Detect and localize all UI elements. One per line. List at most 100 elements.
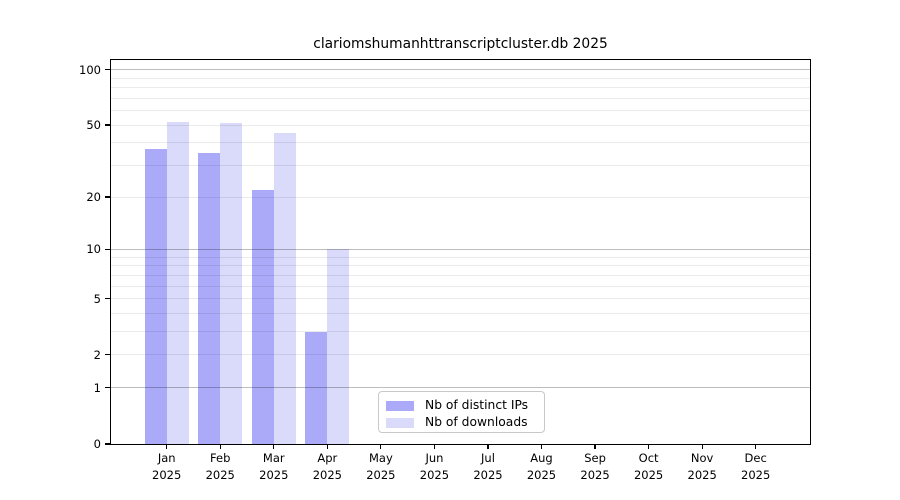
x-label-month: Jan [157,451,176,465]
x-axis-tick-nov [701,444,703,449]
x-axis-tick-label-jun: Jun 2025 [404,450,464,483]
gridline-minor-8 [111,265,810,267]
x-label-month: Oct [638,451,659,465]
y-axis-tick-label: 0 [93,437,101,451]
gridline-minor-6 [111,285,810,287]
legend-label-distinct-ips: Nb of distinct IPs [425,398,529,412]
x-axis-tick-jun [433,444,435,449]
gridline-major-10 [111,248,810,250]
bar-nb-of-distinct-ips-feb [198,153,221,444]
x-label-month: Jun [425,451,444,465]
gridline-minor-20 [111,196,810,198]
x-label-year: 2025 [526,467,557,482]
y-axis-tick-20 [105,196,110,198]
x-label-month: Sep [584,451,606,465]
x-label-month: Apr [317,451,338,465]
x-label-year: 2025 [366,467,396,482]
legend-item-downloads: Nb of downloads [386,414,536,431]
gridline-minor-3 [111,331,810,333]
y-axis-tick-1 [105,387,110,389]
x-axis-tick-feb [219,444,221,449]
y-axis-tick-label: 100 [79,62,101,77]
x-axis-tick-dec [755,444,757,449]
x-axis-tick-oct [648,444,650,449]
x-label-year: 2025 [419,467,450,482]
gridline-minor-9 [111,256,810,258]
y-axis-tick-label: 5 [93,291,101,306]
gridline-minor-60 [111,110,810,111]
x-axis-tick-label-aug: Aug 2025 [512,450,572,483]
x-axis-tick-label-mar: Mar 2025 [244,450,304,483]
bar-nb-of-distinct-ips-apr [305,331,328,444]
legend-swatch-distinct-ips [386,400,414,411]
x-axis-tick-label-nov: Nov 2025 [672,450,732,483]
x-axis-tick-label-jul: Jul 2025 [458,450,518,483]
legend-item-distinct-ips: Nb of distinct IPs [386,397,536,414]
x-axis-tick-jan [166,444,168,449]
x-axis-tick-label-jan: Jan 2025 [137,450,197,483]
x-axis-tick-label-feb: Feb 2025 [190,450,250,483]
x-label-year: 2025 [312,467,342,482]
y-axis-tick-100 [105,68,110,71]
x-label-month: Feb [210,451,231,465]
x-label-year: 2025 [152,467,182,482]
gridline-minor-50 [111,124,810,126]
x-label-year: 2025 [633,467,664,482]
x-label-month: Aug [530,451,553,465]
x-axis-tick-aug [540,444,543,449]
y-axis-tick-0 [105,443,110,445]
bar-nb-of-distinct-ips-jan [144,148,167,444]
bar-nb-of-downloads-jan [166,121,189,444]
x-label-month: May [368,451,393,465]
chart-title: clariomshumanhttranscriptcluster.db 2025 [313,36,608,52]
x-label-year: 2025 [259,467,289,482]
bar-nb-of-downloads-feb [220,123,243,444]
bar-nb-of-distinct-ips-mar [251,189,274,444]
bar-nb-of-downloads-apr [327,249,350,444]
y-axis-tick-2 [105,354,110,356]
y-axis-tick-label: 50 [86,118,101,133]
legend-swatch-downloads [386,417,414,428]
x-axis-tick-apr [326,444,328,449]
x-label-year: 2025 [580,467,610,482]
x-label-year: 2025 [205,467,235,482]
x-axis-tick-label-oct: Oct 2025 [619,450,679,483]
gridline-major-100 [111,69,810,71]
x-axis-tick-mar [273,444,275,449]
gridline-minor-40 [111,142,810,144]
gridline-minor-4 [111,312,810,314]
x-axis-tick-may [380,444,382,449]
legend-label-downloads: Nb of downloads [425,415,528,429]
y-axis-tick-label: 1 [93,380,101,395]
plot-area [110,59,811,445]
x-axis-tick-label-may: May 2025 [351,450,411,483]
y-axis-tick-label: 2 [93,347,101,362]
x-axis-tick-label-apr: Apr 2025 [297,450,357,483]
x-label-month: Nov [690,451,714,465]
x-axis-tick-label-sep: Sep 2025 [565,450,625,483]
gridline-minor-7 [111,274,810,276]
gridline-major-1 [111,387,810,389]
gridline-minor-30 [111,164,810,166]
bar-nb-of-downloads-mar [273,133,296,444]
gridline-minor-2 [111,354,810,356]
x-label-month: Jul [481,451,495,465]
x-label-month: Mar [262,451,285,465]
y-axis-tick-label: 20 [86,190,101,204]
y-axis-tick-50 [105,124,110,126]
gridline-minor-80 [111,86,810,88]
x-label-year: 2025 [473,467,503,482]
x-label-year: 2025 [741,467,771,482]
gridline-minor-5 [111,298,810,300]
x-axis-tick-label-dec: Dec 2025 [726,450,786,483]
gridline-minor-70 [111,97,810,99]
legend: Nb of distinct IPs Nb of downloads [378,391,545,433]
y-axis-tick-label: 10 [86,242,101,257]
y-axis-tick-10 [105,248,110,251]
gridline-minor-90 [111,77,810,79]
x-label-month: Dec [744,451,767,465]
x-label-year: 2025 [687,467,717,482]
x-axis-tick-jul [487,444,489,449]
x-axis-tick-sep [594,444,596,449]
